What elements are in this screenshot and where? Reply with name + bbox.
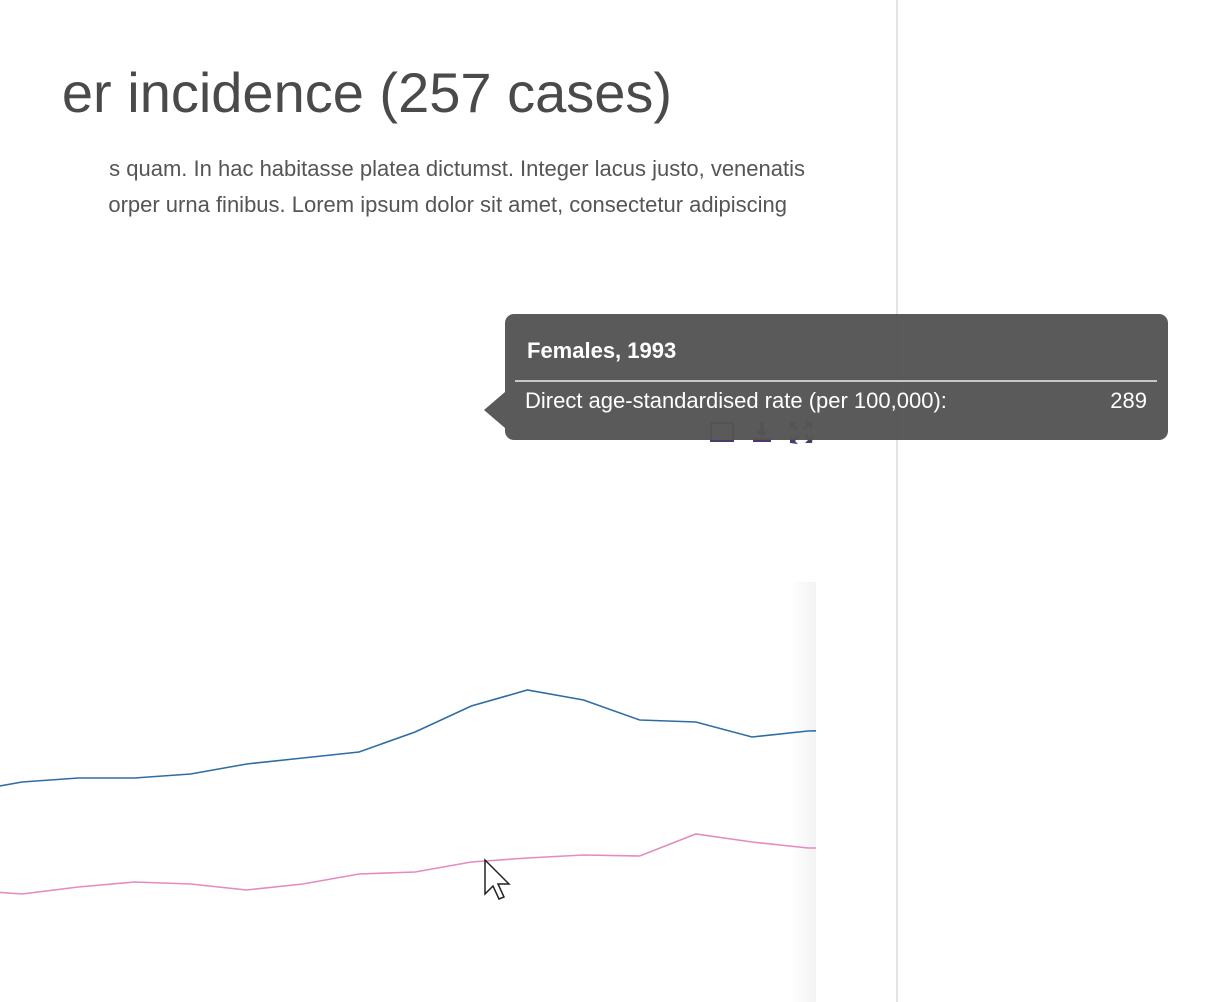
tooltip-label: Direct age-standardised rate (per 100,00…	[525, 388, 947, 413]
plot-area	[0, 689, 816, 895]
tooltip-title: Females, 1993	[527, 338, 676, 363]
data-line	[0, 833, 816, 895]
plot-edge	[790, 582, 816, 1002]
tooltip-pointer	[484, 392, 505, 428]
tooltip-value: 289	[1110, 388, 1147, 413]
mouse-cursor	[484, 858, 511, 900]
tooltip-box	[505, 314, 1168, 440]
description-line: orper urna finibus. Lorem ipsum dolor si…	[108, 192, 787, 217]
page-title: er incidence (257 cases)	[62, 61, 672, 124]
description-line: s quam. In hac habitasse platea dictumst…	[109, 156, 805, 181]
tooltip: Females, 1993 Direct age-standardised ra…	[484, 314, 1168, 440]
data-line	[0, 689, 816, 787]
